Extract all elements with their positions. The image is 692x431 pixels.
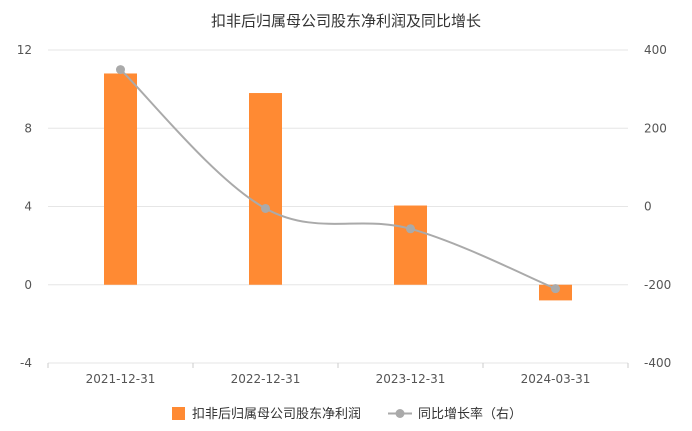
- right-tick-label: 400: [644, 43, 667, 57]
- x-tick-label: 2023-12-31: [376, 372, 446, 386]
- right-tick-label: -200: [644, 278, 671, 292]
- legend-bar-swatch: [172, 407, 185, 420]
- right-tick-label: -400: [644, 356, 671, 370]
- chart-title: 扣非后归属母公司股东净利润及同比增长: [211, 12, 481, 30]
- line-point: [406, 224, 415, 234]
- x-tick-label: 2024-03-31: [521, 372, 591, 386]
- legend-bar-label: 扣非后归属母公司股东净利润: [192, 407, 361, 422]
- left-tick-label: 8: [24, 121, 32, 135]
- legend-line-label: 同比增长率（右）: [418, 406, 522, 422]
- left-tick-label: 0: [24, 278, 32, 292]
- right-tick-label: 200: [644, 121, 667, 135]
- legend: 扣非后归属母公司股东净利润 同比增长率（右）: [172, 406, 522, 422]
- growth-line: [119, 68, 556, 290]
- legend-line-dot: [395, 409, 405, 418]
- bar: [104, 73, 137, 285]
- x-tick-label: 2022-12-31: [231, 372, 301, 386]
- x-axis: 2021-12-31 2022-12-31 2023-12-31 2024-03-31: [47, 363, 629, 386]
- bar: [394, 205, 427, 285]
- left-axis: 12 8 4 0 -4: [17, 43, 32, 370]
- left-tick-label: 4: [24, 200, 32, 214]
- left-tick-label: 12: [17, 43, 32, 57]
- line-point: [551, 284, 560, 294]
- bar: [249, 93, 282, 285]
- line-point: [116, 65, 125, 75]
- x-tick-label: 2021-12-31: [86, 372, 156, 386]
- line-series: [116, 65, 560, 294]
- bar-series: [104, 73, 572, 301]
- right-tick-label: 0: [644, 200, 652, 214]
- left-tick-label: -4: [20, 356, 32, 370]
- right-axis: 400 200 0 -200 -400: [644, 43, 671, 370]
- line-point: [261, 203, 270, 213]
